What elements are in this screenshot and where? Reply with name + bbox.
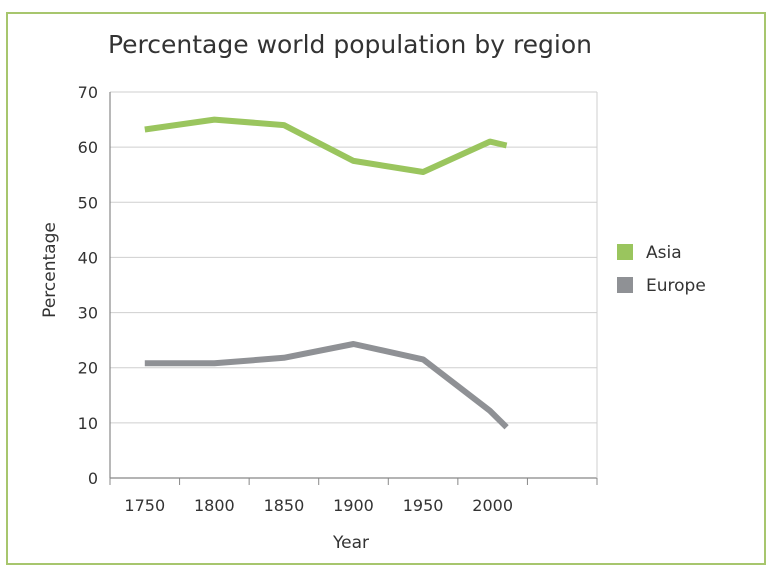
- y-tick-label: 50: [78, 193, 98, 212]
- y-tick-label: 10: [78, 414, 98, 433]
- y-tick-label: 30: [78, 304, 98, 323]
- y-tick-label: 0: [88, 469, 98, 488]
- grid-layer: [110, 91, 598, 479]
- x-axis-title: Year: [332, 533, 369, 553]
- x-tick-label: 1950: [403, 496, 444, 515]
- chart-frame: [6, 12, 766, 565]
- y-tick-label: 70: [78, 83, 98, 102]
- legend-label-europe: Europe: [646, 276, 706, 296]
- x-tick-label: 1750: [124, 496, 165, 515]
- legend: Asia Europe: [617, 243, 706, 296]
- x-tick-label: 1900: [333, 496, 374, 515]
- y-axis-title: Percentage: [40, 222, 60, 318]
- legend-swatch-asia: [617, 244, 633, 260]
- y-tick-label: 60: [78, 138, 98, 157]
- series-layer: [144, 116, 509, 430]
- x-tick-label: 2000: [472, 496, 513, 515]
- legend-swatch-europe: [617, 277, 633, 293]
- x-tick-label: 1850: [264, 496, 305, 515]
- y-tick-label: 20: [78, 359, 98, 378]
- legend-label-asia: Asia: [646, 243, 682, 263]
- axis-layer: 0 10 20 30 40 50 60 70 1750 1800 1850 1900 1950 2000: [78, 83, 598, 515]
- chart-title: Percentage world population by region: [107, 30, 593, 59]
- series-line-europe: [144, 341, 509, 430]
- x-tick-label: 1800: [194, 496, 235, 515]
- series-line-asia: [144, 116, 508, 175]
- y-tick-label: 40: [78, 248, 98, 267]
